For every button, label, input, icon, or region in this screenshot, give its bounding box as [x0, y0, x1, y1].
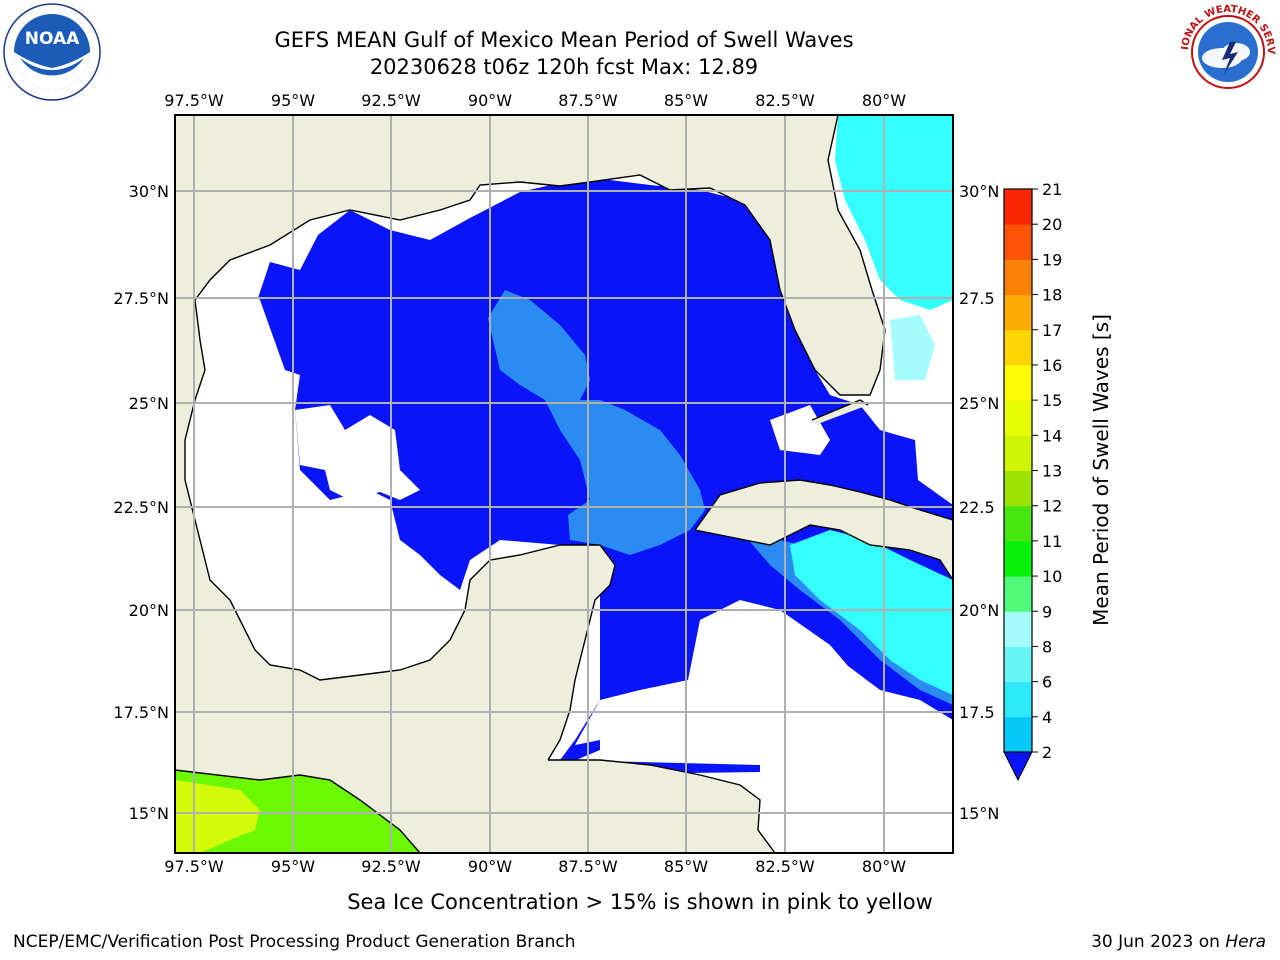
colorbar-segment	[1004, 435, 1032, 471]
swell-field-high	[790, 530, 953, 695]
lon-label-bottom: 82.5°W	[755, 857, 815, 876]
lon-label-bottom: 97.5°W	[164, 857, 224, 876]
colorbar-tick-label: 21	[1042, 180, 1062, 199]
noaa-logo: NOAA	[3, 3, 101, 101]
colorbar-tick-label: 11	[1042, 532, 1062, 551]
colorbar-tick-label: 17	[1042, 321, 1062, 340]
lat-label-right: 27.5	[959, 289, 995, 308]
lon-label-top: 90°W	[468, 91, 512, 110]
colorbar-segment	[1004, 611, 1032, 647]
map-frame	[174, 114, 954, 854]
colorbar-segment	[1004, 294, 1032, 331]
lat-label-right: 22.5	[959, 498, 995, 517]
lon-label-top: 82.5°W	[755, 91, 815, 110]
sea-ice-note: Sea Ice Concentration > 15% is shown in …	[347, 890, 933, 914]
colorbar-segment	[1004, 646, 1032, 683]
lat-label-right: 15°N	[959, 804, 999, 823]
lat-label-right: 17.5	[959, 703, 995, 722]
lon-label-bottom: 95°W	[271, 857, 315, 876]
lon-label-top: 80°W	[862, 91, 906, 110]
system-name: Hera	[1225, 932, 1266, 952]
swell-field-pacific-yellow	[175, 780, 260, 853]
lon-label-bottom: 92.5°W	[361, 857, 421, 876]
colorbar-tick-label: 13	[1042, 462, 1062, 481]
colorbar-tick-label: 8	[1042, 637, 1052, 656]
swell-gap	[575, 690, 700, 745]
credit-text: NCEP/EMC/Verification Post Processing Pr…	[13, 932, 576, 952]
colorbar-segment	[1004, 576, 1032, 612]
lat-label-left: 17.5°N	[113, 703, 169, 722]
lon-label-top: 87.5°W	[558, 91, 618, 110]
map-title: GEFS MEAN Gulf of Mexico Mean Period of …	[274, 28, 854, 52]
graticule	[175, 115, 953, 853]
colorbar-segment	[1004, 470, 1032, 507]
colorbar-segment	[1004, 716, 1032, 753]
nws-logo: NATIONAL WEATHER SERVICE	[1178, 2, 1276, 100]
lat-label-left: 27.5°N	[113, 289, 169, 308]
lon-label-top: 85°W	[664, 91, 708, 110]
colorbar-tick-label: 19	[1042, 250, 1062, 269]
date-text: 30 Jun 2023 on	[1091, 932, 1226, 952]
swell-field-high	[890, 315, 935, 380]
colorbar-under-triangle	[1003, 751, 1033, 782]
lat-label-left: 22.5°N	[113, 498, 169, 517]
lon-label-bottom: 90°W	[468, 857, 512, 876]
lat-label-left: 25°N	[129, 394, 169, 413]
colorbar-segment	[1004, 540, 1032, 577]
colorbar-segment	[1004, 189, 1032, 225]
date-stamp: 30 Jun 2023 on Hera	[1091, 932, 1266, 952]
colorbar-tick-label: 6	[1042, 673, 1052, 692]
lat-label-right: 30°N	[959, 182, 999, 201]
lat-label-left: 15°N	[129, 804, 169, 823]
lat-label-left: 20°N	[129, 601, 169, 620]
land-keys	[812, 400, 868, 425]
colorbar-segment	[1004, 224, 1032, 260]
noaa-logo-text: NOAA	[25, 29, 80, 49]
colorbar-label: Mean Period of Swell Waves [s]	[1089, 314, 1113, 626]
colorbar-tick-label: 18	[1042, 286, 1062, 305]
lon-label-bottom: 80°W	[862, 857, 906, 876]
swell-field-mid	[488, 290, 705, 555]
land-cuba	[695, 480, 953, 580]
lon-label-top: 97.5°W	[164, 91, 224, 110]
colorbar-tick-label: 16	[1042, 356, 1062, 375]
lat-label-right: 20°N	[959, 601, 999, 620]
lat-label-left: 30°N	[129, 182, 169, 201]
colorbar-tick-label: 9	[1042, 602, 1052, 621]
colorbar-segment	[1004, 329, 1032, 366]
colorbar-tick-label: 10	[1042, 567, 1062, 586]
colorbar-tick-label: 2	[1042, 743, 1052, 762]
colorbar-segment	[1004, 505, 1032, 542]
swell-field-high	[835, 115, 953, 310]
colorbar-segments	[1004, 189, 1032, 753]
colorbar-segment	[1004, 364, 1032, 401]
colorbar-segment	[1004, 400, 1032, 436]
colorbar: 2 4 6 8 9 10 11 12 13 14 15 16 17 18 19 20 21 Mean Perio…	[1003, 180, 1113, 782]
colorbar-tick-label: 14	[1042, 426, 1062, 445]
lon-label-top: 95°W	[271, 91, 315, 110]
colorbar-tick-label: 15	[1042, 391, 1062, 410]
map-subtitle: 20230628 t06z 120h fcst Max: 12.89	[369, 55, 759, 79]
colorbar-segment	[1004, 259, 1032, 296]
colorbar-tick-label: 12	[1042, 497, 1062, 516]
colorbar-tick-label: 4	[1042, 708, 1052, 727]
lon-label-bottom: 87.5°W	[558, 857, 618, 876]
colorbar-ticks: 2 4 6 8 9 10 11 12 13 14 15 16 17 18 19 20 21	[1032, 180, 1062, 762]
lat-label-right: 25°N	[959, 394, 999, 413]
colorbar-tick-label: 20	[1042, 215, 1062, 234]
colorbar-segment	[1004, 681, 1032, 718]
swell-gap	[295, 405, 420, 500]
lon-label-bottom: 85°W	[664, 857, 708, 876]
lon-label-top: 92.5°W	[361, 91, 421, 110]
